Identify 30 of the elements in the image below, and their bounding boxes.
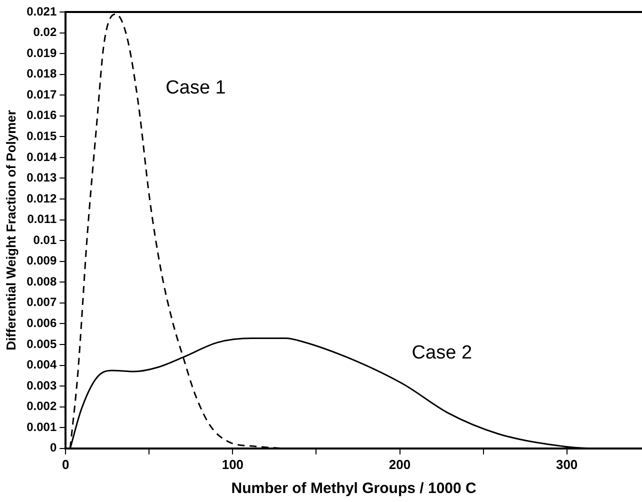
y-tick-label: 0.014 <box>26 150 57 164</box>
y-tick-label: 0.019 <box>26 46 57 60</box>
y-tick-label: 0.006 <box>26 316 57 330</box>
y-tick-label: 0 <box>50 440 57 455</box>
y-tick-label: 0.013 <box>26 170 57 185</box>
y-tick-label: 0.016 <box>26 108 57 122</box>
y-tick-label: 0.01 <box>33 232 57 247</box>
y-tick-label: 0.002 <box>26 399 57 414</box>
series-label: Case 2 <box>412 342 472 364</box>
x-tick-label: 0 <box>62 456 70 472</box>
x-tick-label: 100 <box>222 456 244 472</box>
y-tick-label: 0.018 <box>26 66 57 81</box>
y-tick-label: 0.02 <box>33 25 57 40</box>
y-tick-label: 0.011 <box>27 212 57 226</box>
y-tick-label: 0.001 <box>26 420 57 434</box>
y-tick-label: 0.015 <box>26 129 57 143</box>
y-tick-label: 0.005 <box>26 336 57 351</box>
y-tick-label: 0.004 <box>26 358 57 372</box>
x-tick-label: 300 <box>556 456 578 472</box>
series-label: Case 1 <box>166 77 226 98</box>
y-axis-title: Differential Weight Fraction of Polymer <box>3 110 18 350</box>
y-tick-label: 0.017 <box>26 87 57 102</box>
y-tick-label: 0.021 <box>26 4 57 18</box>
y-tick-label: 0.007 <box>26 295 57 310</box>
y-tick-label: 0.003 <box>26 378 57 392</box>
y-tick-label: 0.009 <box>26 254 57 268</box>
x-axis-title: Number of Methyl Groups / 1000 C <box>231 480 477 498</box>
x-tick-label: 200 <box>388 456 411 472</box>
y-tick-label: 0.012 <box>26 191 57 206</box>
y-tick-label: 0.008 <box>26 274 57 288</box>
